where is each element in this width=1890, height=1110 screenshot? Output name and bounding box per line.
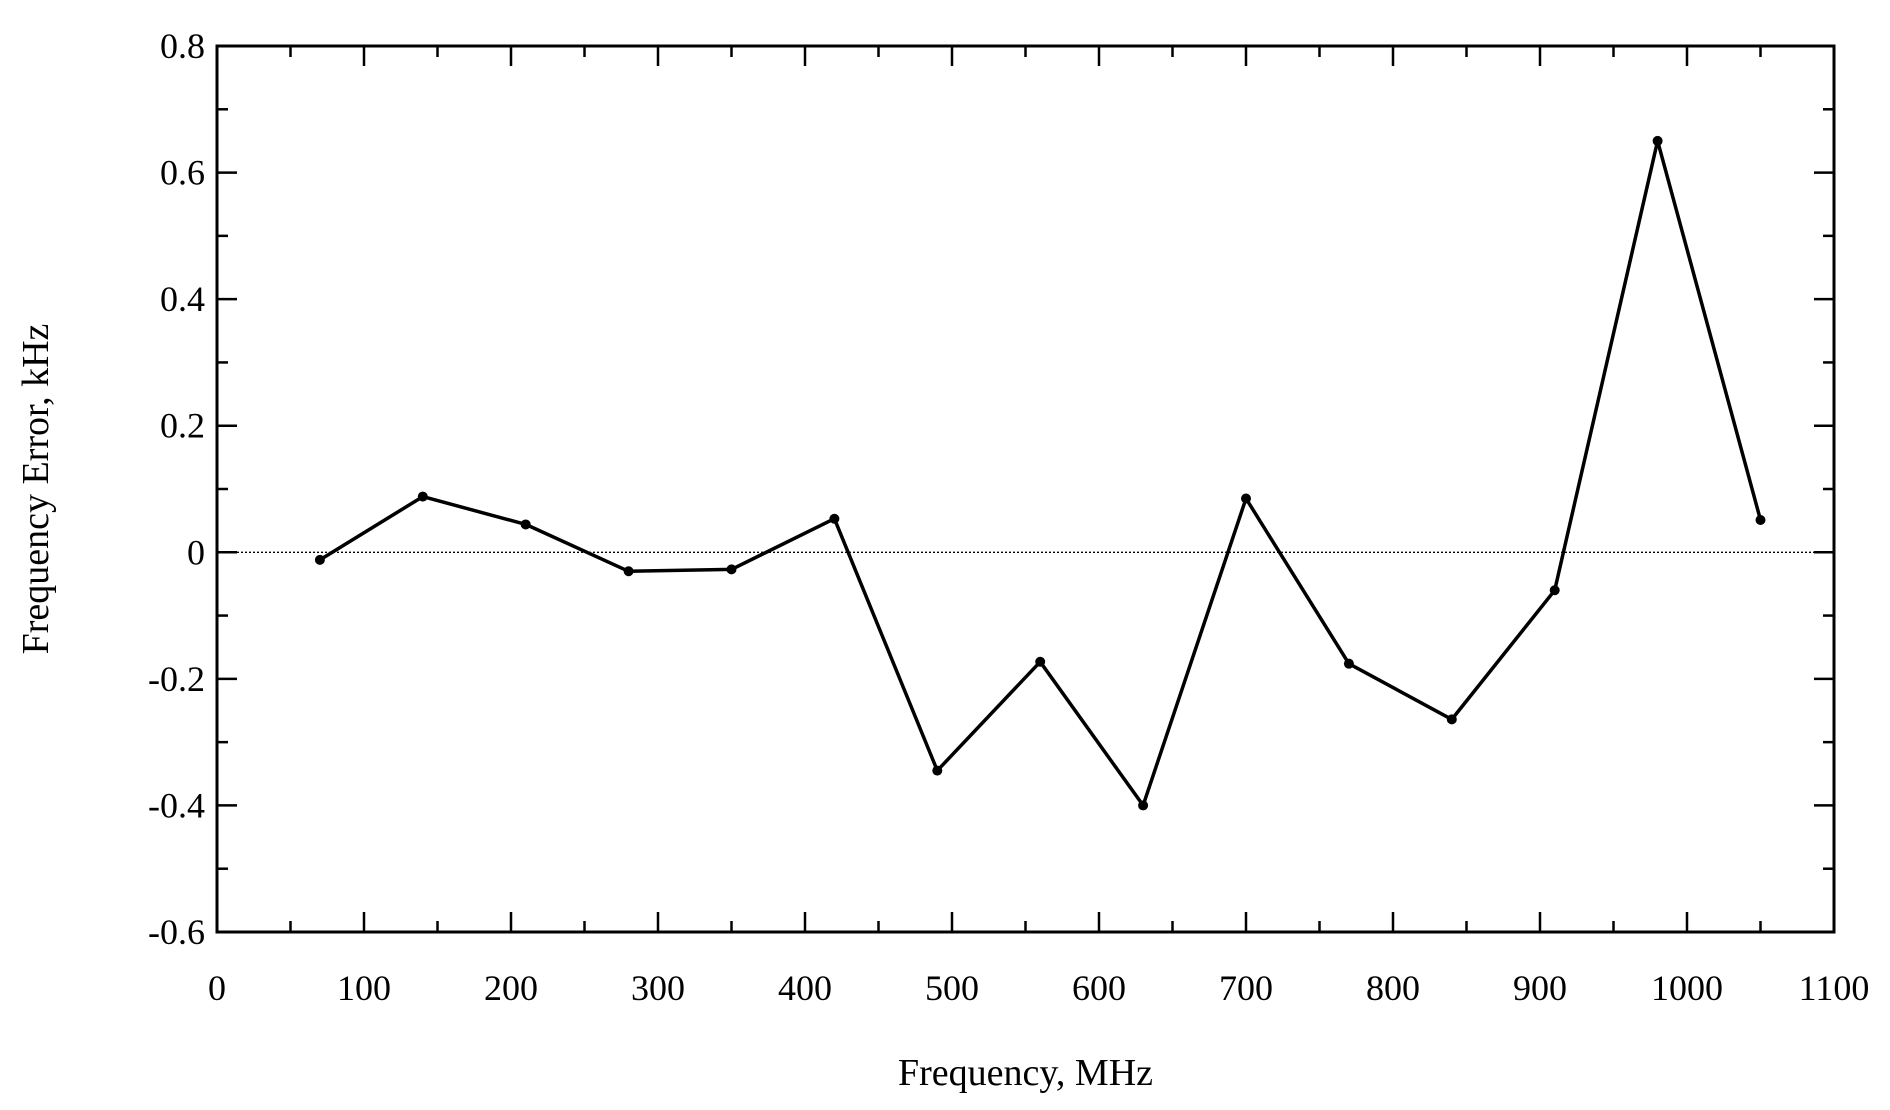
series-line [318, 139, 1763, 808]
y-tick-label: 0.2 [160, 406, 205, 446]
x-tick-label: 1100 [1799, 968, 1870, 1008]
data-points [314, 135, 1766, 811]
x-tick-label: 400 [778, 968, 832, 1008]
y-tick-label: -0.4 [148, 785, 205, 825]
x-tick-label: 700 [1219, 968, 1273, 1008]
x-axis-tick-labels: 0 100 200 300 400 500 600 700 800 900 1000 1100 [208, 968, 1869, 1008]
data-point [1035, 656, 1046, 667]
y-tick-label: -0.6 [148, 912, 205, 952]
data-point [1755, 515, 1766, 526]
data-point [314, 554, 325, 565]
x-tick-label: 300 [631, 968, 685, 1008]
data-point [1652, 135, 1663, 146]
y-tick-label: 0.6 [160, 153, 205, 193]
y-axis-title: Frequency Error, kHz [15, 324, 57, 655]
data-point [623, 566, 634, 577]
data-point [1241, 493, 1251, 504]
y-tick-label: 0.4 [160, 279, 205, 319]
y-axis-ticks [217, 44, 1834, 934]
x-axis-ticks [215, 46, 1836, 932]
y-tick-label: -0.2 [148, 659, 205, 699]
data-point [1138, 800, 1149, 811]
data-point [726, 564, 737, 575]
data-point [1549, 585, 1560, 596]
data-point [932, 765, 943, 776]
y-tick-label: 0.8 [160, 26, 205, 66]
x-tick-label: 600 [1072, 968, 1126, 1008]
data-point [520, 519, 531, 530]
data-point [1343, 658, 1354, 669]
x-tick-label: 100 [337, 968, 391, 1008]
data-point [417, 491, 428, 502]
x-tick-label: 1000 [1651, 968, 1723, 1008]
x-axis-title: Frequency, MHz [898, 1052, 1153, 1094]
x-tick-label: 500 [925, 968, 979, 1008]
y-axis-tick-labels: -0.6 -0.4 -0.2 0 0.2 0.4 0.6 0.8 [148, 26, 205, 952]
x-tick-label: 200 [484, 968, 538, 1008]
data-point [1446, 714, 1457, 725]
x-tick-label: 0 [208, 968, 226, 1008]
plot-frame [215, 44, 1836, 934]
x-tick-label: 900 [1513, 968, 1567, 1008]
y-tick-label: 0 [187, 532, 205, 572]
data-point [829, 513, 840, 524]
x-tick-label: 800 [1366, 968, 1420, 1008]
